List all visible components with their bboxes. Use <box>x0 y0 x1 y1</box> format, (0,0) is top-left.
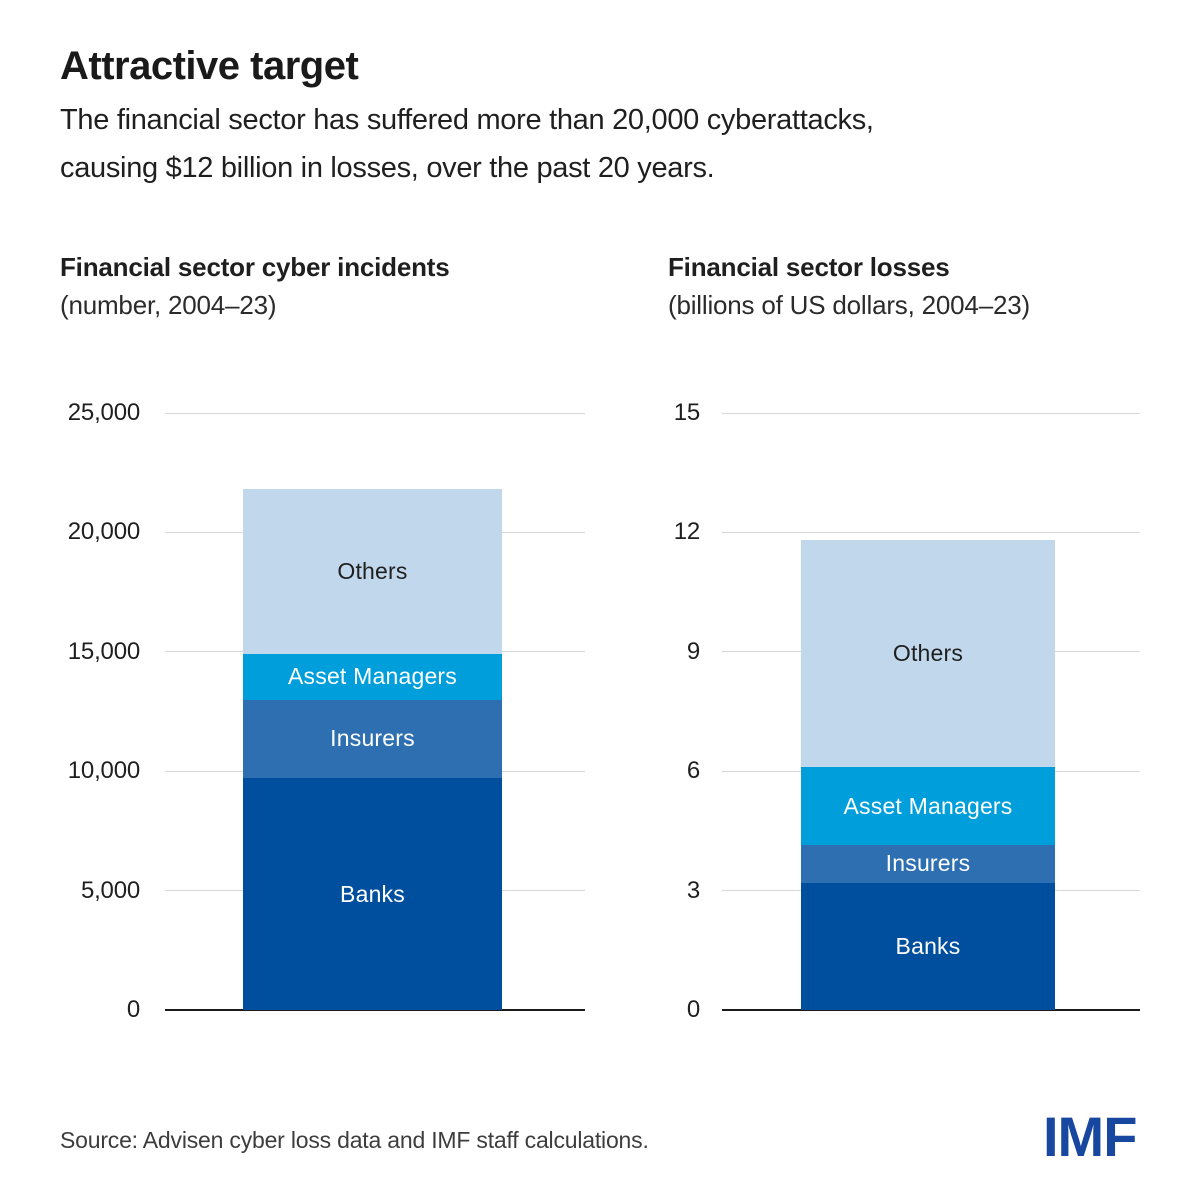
gridline <box>165 412 585 414</box>
bar-segment-label: Asset Managers <box>288 663 457 690</box>
bar-segment-label: Banks <box>340 880 405 907</box>
bar-segment-insurers: Insurers <box>243 699 502 779</box>
x-axis-line <box>722 1009 1140 1011</box>
y-tick-label: 12 <box>673 518 700 546</box>
y-tick-label: 20,000 <box>67 518 140 546</box>
bar-segment-others: Others <box>801 540 1055 768</box>
page-title: Attractive target <box>60 44 359 88</box>
y-tick-label: 0 <box>686 996 700 1023</box>
gridline <box>165 531 585 533</box>
gridline <box>722 770 1140 772</box>
y-tick-label: 9 <box>686 637 700 665</box>
gridline <box>722 890 1140 892</box>
bar-segment-label: Insurers <box>885 850 971 877</box>
bar-segment-label: Banks <box>895 932 961 959</box>
bar-segment-banks: Banks <box>243 778 502 1010</box>
bar-segment-others: Others <box>243 489 502 655</box>
y-tick-label: 10,000 <box>67 757 140 785</box>
y-tick-label: 6 <box>686 757 700 785</box>
bar-segment-asset-managers: Asset Managers <box>801 767 1055 845</box>
bar-segment-asset-managers: Asset Managers <box>243 654 502 700</box>
gridline <box>165 651 585 653</box>
gridline <box>722 412 1140 414</box>
y-tick-label: 25,000 <box>67 399 140 426</box>
source-note: Source: Advisen cyber loss data and IMF … <box>60 1127 649 1153</box>
bar-segment-banks: Banks <box>801 882 1055 1010</box>
y-tick-label: 3 <box>686 876 700 904</box>
y-tick-label: 0 <box>126 996 140 1023</box>
gridline <box>165 770 585 772</box>
imf-logo: IMF <box>1043 1105 1137 1168</box>
page-subtitle-line-2: causing $12 billion in losses, over the … <box>60 152 715 184</box>
right-chart-title: Financial sector losses <box>668 252 950 282</box>
left-chart-title: Financial sector cyber incidents <box>60 252 450 282</box>
gridline <box>722 651 1140 653</box>
bar-segment-insurers: Insurers <box>801 844 1055 883</box>
bar-segment-label: Others <box>892 640 964 667</box>
x-axis-line <box>165 1009 585 1011</box>
bar-segment-label: Others <box>337 558 408 585</box>
left-chart-subtitle: (number, 2004–23) <box>60 290 277 320</box>
y-tick-label: 15,000 <box>67 637 140 665</box>
bar-segment-label: Insurers <box>330 725 415 752</box>
bar-segment-label: Asset Managers <box>843 792 1013 819</box>
y-tick-label: 15 <box>673 399 700 426</box>
gridline <box>722 531 1140 533</box>
gridline <box>165 890 585 892</box>
page-subtitle-line-1: The financial sector has suffered more t… <box>60 104 874 136</box>
right-chart-subtitle: (billions of US dollars, 2004–23) <box>668 290 1030 320</box>
y-tick-label: 5,000 <box>80 876 140 904</box>
